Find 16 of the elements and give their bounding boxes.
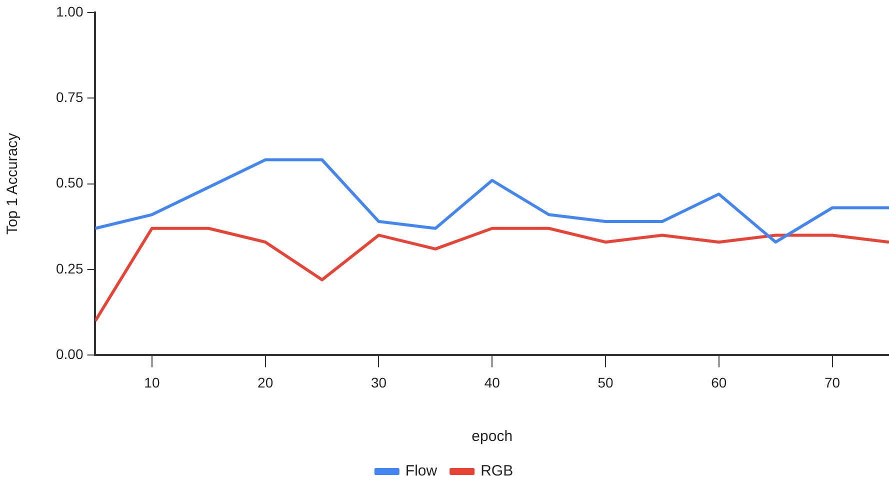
x-tick-label: 70	[824, 374, 840, 390]
x-tick-label: 30	[370, 374, 387, 390]
x-tick-label: 20	[258, 374, 274, 390]
x-tick-label: 60	[711, 374, 727, 390]
y-tick-label: 0.00	[56, 346, 84, 362]
x-axis-title: epoch	[472, 428, 513, 446]
x-tick-label: 50	[598, 374, 614, 390]
x-tick-label: 10	[144, 374, 160, 390]
x-tick-label: 40	[484, 374, 500, 390]
y-tick-label: 0.75	[56, 88, 84, 105]
y-tick-label: 1.00	[56, 3, 84, 20]
y-axis-title: Top 1 Accuracy	[4, 132, 22, 235]
y-tick-label: 0.50	[56, 174, 84, 191]
legend-label: RGB	[480, 462, 514, 480]
legend-label: Flow	[405, 462, 438, 480]
y-tick-label: 0.25	[56, 260, 84, 276]
